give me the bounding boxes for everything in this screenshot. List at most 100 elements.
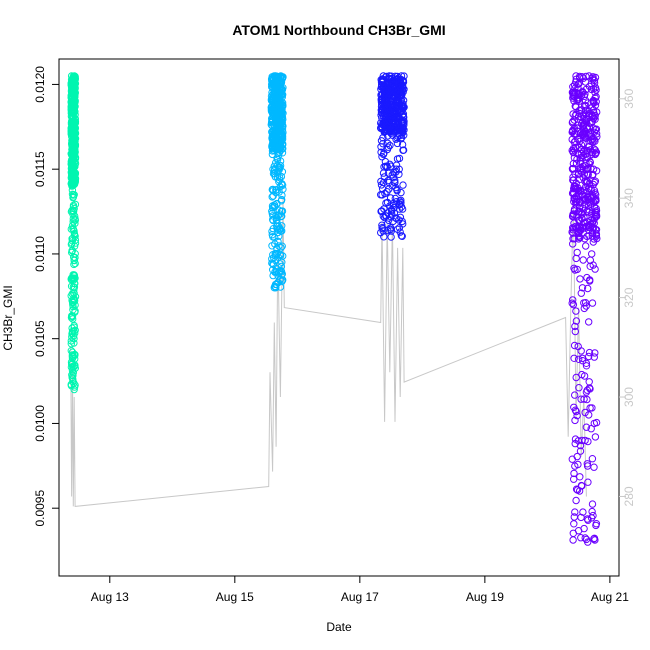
series-3-marker: [378, 153, 386, 161]
plot-frame: [58, 58, 620, 577]
series-4-marker: [591, 178, 599, 187]
series-4-marker: [584, 516, 592, 524]
series-3-marker: [387, 129, 395, 137]
series-3: [377, 72, 408, 241]
series-2-marker: [276, 251, 285, 260]
series-2-marker: [271, 203, 279, 211]
data-point: [268, 80, 276, 89]
series-4-marker: [588, 224, 597, 232]
data-point: [397, 72, 406, 80]
series-4-marker: [572, 317, 581, 325]
series-2-marker: [268, 193, 276, 201]
series-1-marker: [68, 153, 77, 162]
data-point: [269, 165, 277, 173]
series-3-marker: [384, 143, 393, 151]
series-4-marker: [585, 378, 593, 386]
series-3-marker: [395, 224, 404, 232]
series-2-marker: [278, 87, 286, 95]
series-1-marker: [70, 191, 78, 199]
series-3-marker: [378, 75, 387, 83]
series-4-marker: [575, 207, 584, 216]
series-3-marker: [399, 146, 408, 154]
series-4-marker: [570, 520, 578, 528]
series-2-marker: [267, 102, 276, 111]
series-2-marker: [277, 197, 286, 205]
series-4-marker: [580, 92, 588, 101]
series-4-marker: [572, 185, 580, 193]
series-4-marker: [586, 119, 594, 128]
series-4-marker: [580, 193, 589, 201]
series-4-marker: [587, 132, 596, 141]
series-1-marker: [68, 374, 76, 382]
series-3-marker: [391, 114, 400, 123]
series-4-marker: [570, 116, 578, 124]
series-3-marker: [393, 155, 402, 163]
series-4-marker: [580, 299, 588, 307]
series-4-marker: [588, 74, 597, 82]
y2-tick-label: 340: [622, 188, 636, 208]
series-3-marker: [400, 119, 408, 127]
series-4-marker: [590, 186, 599, 195]
series-4-marker: [575, 384, 583, 392]
series-1-marker: [67, 363, 76, 371]
series-3-marker: [399, 181, 407, 189]
series-4-marker: [575, 109, 584, 118]
data-point: [382, 199, 390, 207]
series-2-marker: [275, 106, 283, 114]
series-3-marker: [398, 217, 406, 226]
series-4-marker: [569, 296, 577, 304]
data-point: [70, 148, 78, 156]
series-4-marker: [571, 508, 579, 516]
x-tick-label: Aug 21: [591, 590, 629, 604]
series-3-marker: [377, 191, 385, 199]
data-point: [71, 216, 79, 224]
series-2-marker: [271, 97, 279, 106]
series-4-marker: [577, 347, 585, 355]
series-3-marker: [393, 72, 402, 81]
series-1-marker: [71, 219, 79, 228]
series-4-marker: [568, 228, 576, 236]
series-2-marker: [277, 262, 286, 271]
series-3-marker: [384, 226, 392, 235]
data-point: [275, 148, 284, 156]
series-4-marker: [582, 242, 590, 250]
series-2-marker: [277, 127, 285, 136]
series-1-marker: [69, 352, 77, 360]
series-4-marker: [576, 473, 584, 481]
series-3-marker: [378, 221, 386, 229]
x-tick-label: Aug 19: [466, 590, 504, 604]
series-3-marker: [387, 122, 395, 130]
series-2-marker: [269, 251, 277, 259]
series-4-marker: [571, 416, 579, 425]
series-1-marker: [68, 330, 76, 338]
series-4-marker: [583, 170, 591, 178]
series-4-marker: [592, 232, 601, 240]
series-4-marker: [569, 529, 577, 537]
series-4-marker: [571, 102, 579, 110]
series-4-marker: [579, 122, 587, 130]
series-4-marker: [581, 132, 589, 141]
series-4-marker: [592, 520, 601, 528]
series-3-marker: [379, 212, 387, 220]
series-1-marker: [70, 275, 78, 284]
series-3-marker: [399, 102, 407, 110]
series-3-marker: [377, 85, 385, 94]
series-3-marker: [397, 232, 406, 240]
series-4-marker: [591, 265, 599, 273]
series-4-marker: [578, 153, 586, 161]
series-3-marker: [392, 183, 400, 192]
data-point: [68, 182, 76, 190]
series-4-marker: [576, 447, 585, 455]
series-4-marker: [583, 232, 591, 241]
data-point: [390, 80, 398, 89]
data-point: [69, 224, 77, 233]
series-2-marker: [275, 232, 283, 240]
series-4-marker: [573, 411, 581, 420]
series-4-marker: [578, 145, 586, 154]
series-4-marker: [585, 160, 593, 168]
series-4-marker: [584, 284, 592, 293]
series-1-marker: [68, 157, 77, 165]
data-point: [392, 165, 400, 173]
data-point: [578, 284, 587, 292]
